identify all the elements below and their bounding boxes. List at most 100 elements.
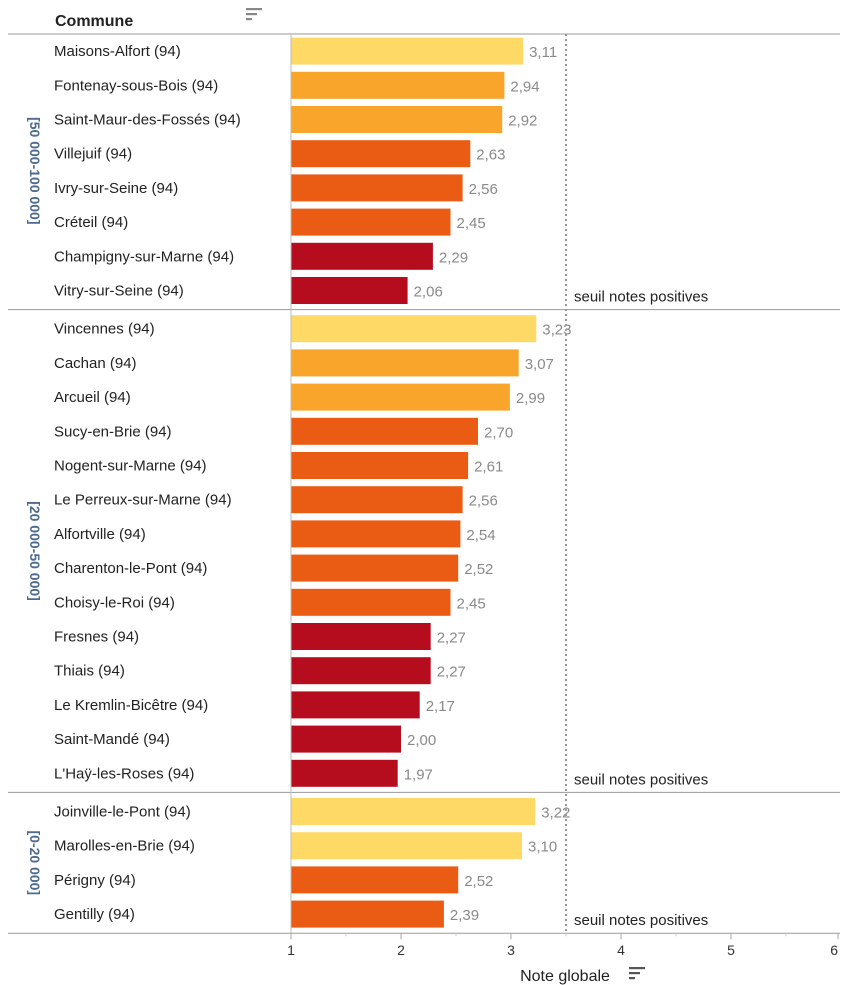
bar[interactable] xyxy=(291,832,522,860)
data-label: 3,07 xyxy=(525,356,554,373)
data-label: 2,92 xyxy=(508,113,537,130)
x-tick-label: 4 xyxy=(617,942,625,958)
bar[interactable] xyxy=(291,140,471,168)
threshold-label: seuil notes positives xyxy=(574,289,708,306)
row-label[interactable]: Cachan (94) xyxy=(54,355,137,372)
x-tick-label: 6 xyxy=(830,942,838,958)
x-tick-label: 1 xyxy=(287,942,295,958)
bar[interactable] xyxy=(291,174,463,202)
bar[interactable] xyxy=(291,383,510,411)
data-label: 3,23 xyxy=(542,322,571,339)
row-label[interactable]: Marolles-en-Brie (94) xyxy=(54,838,195,855)
row-label[interactable]: Périgny (94) xyxy=(54,872,136,889)
data-label: 2,70 xyxy=(484,424,513,441)
data-label: 2,45 xyxy=(457,595,486,612)
bar[interactable] xyxy=(291,349,519,377)
data-label: 1,97 xyxy=(404,766,433,783)
data-label: 2,94 xyxy=(510,78,539,95)
data-label: 2,06 xyxy=(414,284,443,301)
row-label[interactable]: Saint-Maur-des-Fossés (94) xyxy=(54,112,241,129)
row-field-header[interactable]: Commune xyxy=(55,13,133,30)
threshold-label: seuil notes positives xyxy=(574,771,708,788)
bar[interactable] xyxy=(291,554,459,582)
bar[interactable] xyxy=(291,242,433,270)
data-label: 2,39 xyxy=(450,907,479,924)
bar[interactable] xyxy=(291,588,451,616)
row-label[interactable]: Maisons-Alfort (94) xyxy=(54,43,181,60)
data-label: 2,56 xyxy=(469,181,498,198)
sort-bar-icon xyxy=(629,967,645,970)
threshold-label: seuil notes positives xyxy=(574,912,708,929)
data-label: 3,22 xyxy=(541,805,570,822)
data-label: 2,29 xyxy=(439,249,468,266)
row-label[interactable]: Saint-Mandé (94) xyxy=(54,731,170,748)
bar[interactable] xyxy=(291,798,536,825)
data-label: 2,54 xyxy=(466,527,495,544)
bar[interactable] xyxy=(291,657,431,685)
sort-icon-header[interactable] xyxy=(246,8,262,21)
row-label[interactable]: Arcueil (94) xyxy=(54,389,131,406)
sort-bar-icon xyxy=(629,972,640,975)
bar[interactable] xyxy=(291,691,420,719)
row-label[interactable]: Villejuif (94) xyxy=(54,146,132,163)
bar[interactable] xyxy=(291,900,444,928)
bar[interactable] xyxy=(291,759,398,787)
row-label[interactable]: Ivry-sur-Seine (94) xyxy=(54,180,178,197)
x-tick-label: 5 xyxy=(727,942,735,958)
group-label[interactable]: [50 000-100 000] xyxy=(27,117,43,224)
data-label: 2,00 xyxy=(407,732,436,749)
data-label: 2,52 xyxy=(464,873,493,890)
bar[interactable] xyxy=(291,452,469,479)
data-label: 2,27 xyxy=(437,664,466,681)
x-tick-label: 3 xyxy=(507,942,515,958)
row-label[interactable]: Alfortville (94) xyxy=(54,526,146,543)
row-label[interactable]: Champigny-sur-Marne (94) xyxy=(54,248,234,265)
data-label: 3,10 xyxy=(528,839,557,856)
bar[interactable] xyxy=(291,277,408,304)
data-label: 2,61 xyxy=(474,459,503,476)
row-label[interactable]: Vitry-sur-Seine (94) xyxy=(54,283,184,300)
bar[interactable] xyxy=(291,37,524,65)
bar[interactable] xyxy=(291,417,478,445)
group-label[interactable]: [20 000-50 000] xyxy=(27,501,43,601)
sort-bar-icon xyxy=(629,977,635,980)
data-label: 2,63 xyxy=(476,147,505,164)
row-label[interactable]: Créteil (94) xyxy=(54,214,128,231)
row-label[interactable]: Fresnes (94) xyxy=(54,629,139,646)
bar[interactable] xyxy=(291,315,537,343)
row-label[interactable]: Vincennes (94) xyxy=(54,321,155,338)
sort-bar-icon xyxy=(246,13,257,16)
sort-icon-axis[interactable] xyxy=(629,967,645,980)
row-label[interactable]: Nogent-sur-Marne (94) xyxy=(54,458,207,475)
row-label[interactable]: Joinville-le-Pont (94) xyxy=(54,804,191,821)
row-label[interactable]: Sucy-en-Brie (94) xyxy=(54,423,172,440)
group-label[interactable]: [0-20 000] xyxy=(27,831,43,896)
bar[interactable] xyxy=(291,520,461,548)
x-tick-label: 2 xyxy=(397,942,405,958)
bar[interactable] xyxy=(291,623,431,650)
data-label: 3,11 xyxy=(529,44,557,61)
bar[interactable] xyxy=(291,106,503,133)
data-label: 2,45 xyxy=(457,215,486,232)
row-label[interactable]: Le Kremlin-Bicêtre (94) xyxy=(54,697,208,714)
row-label[interactable]: Gentilly (94) xyxy=(54,906,135,923)
row-label[interactable]: Thiais (94) xyxy=(54,663,125,680)
data-label: 2,56 xyxy=(469,493,498,510)
bar[interactable] xyxy=(291,866,459,894)
sort-bar-icon xyxy=(246,8,262,11)
bar[interactable] xyxy=(291,71,505,99)
bar[interactable] xyxy=(291,725,401,753)
row-label[interactable]: Le Perreux-sur-Marne (94) xyxy=(54,492,232,509)
x-axis-title: Note globale xyxy=(520,968,610,985)
row-label[interactable]: Charenton-le-Pont (94) xyxy=(54,560,207,577)
data-label: 2,27 xyxy=(437,630,466,647)
data-label: 2,99 xyxy=(516,390,545,407)
bar[interactable] xyxy=(291,208,451,236)
row-label[interactable]: L'Haÿ-les-Roses (94) xyxy=(54,765,194,782)
sort-bar-icon xyxy=(246,18,252,21)
row-label[interactable]: Choisy-le-Roi (94) xyxy=(54,594,175,611)
bar[interactable] xyxy=(291,486,463,514)
data-label: 2,52 xyxy=(464,561,493,578)
row-label[interactable]: Fontenay-sous-Bois (94) xyxy=(54,77,218,94)
